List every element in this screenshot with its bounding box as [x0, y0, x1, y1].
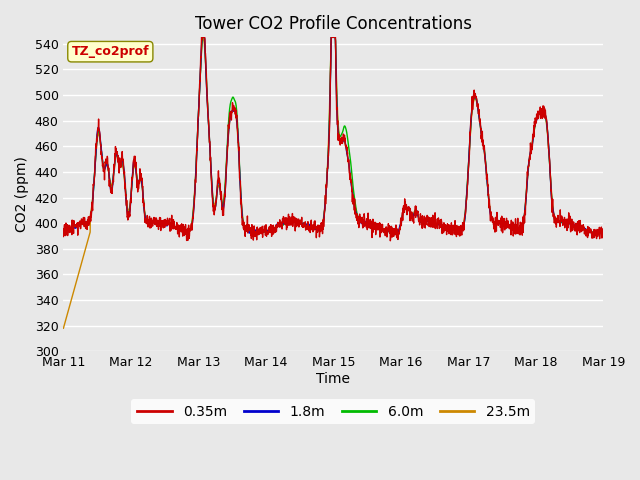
6.0m: [344, 137, 352, 143]
6.0m: [198, 35, 206, 40]
1.8m: [570, 222, 578, 228]
0.35m: [570, 227, 578, 233]
1.8m: [600, 229, 607, 235]
Line: 0.35m: 0.35m: [63, 37, 604, 241]
1.8m: [590, 231, 598, 237]
X-axis label: Time: Time: [316, 372, 350, 386]
0.35m: [568, 222, 575, 228]
6.0m: [196, 74, 204, 80]
Line: 23.5m: 23.5m: [63, 37, 604, 328]
1.8m: [196, 73, 204, 79]
23.5m: [196, 74, 204, 80]
0.35m: [198, 35, 205, 40]
Text: TZ_co2prof: TZ_co2prof: [72, 45, 149, 58]
1.8m: [344, 155, 352, 161]
0.35m: [256, 226, 264, 232]
1.8m: [256, 229, 264, 235]
Y-axis label: CO2 (ppm): CO2 (ppm): [15, 156, 29, 232]
23.5m: [344, 156, 352, 162]
6.0m: [256, 230, 264, 236]
0.35m: [235, 147, 243, 153]
6.0m: [600, 232, 607, 238]
0.35m: [600, 230, 607, 236]
23.5m: [570, 222, 578, 228]
1.8m: [235, 146, 243, 152]
0.35m: [60, 234, 67, 240]
Title: Tower CO2 Profile Concentrations: Tower CO2 Profile Concentrations: [195, 15, 472, 33]
1.8m: [567, 223, 575, 228]
23.5m: [60, 325, 67, 331]
6.0m: [235, 144, 243, 149]
0.35m: [196, 78, 204, 84]
6.0m: [567, 222, 575, 228]
1.8m: [198, 35, 206, 40]
23.5m: [235, 145, 243, 151]
0.35m: [344, 158, 352, 164]
23.5m: [328, 35, 335, 40]
Line: 1.8m: 1.8m: [63, 37, 604, 234]
Legend: 0.35m, 1.8m, 6.0m, 23.5m: 0.35m, 1.8m, 6.0m, 23.5m: [131, 399, 535, 424]
Line: 6.0m: 6.0m: [63, 37, 604, 235]
23.5m: [567, 221, 575, 227]
23.5m: [255, 229, 263, 235]
6.0m: [60, 228, 67, 233]
6.0m: [570, 223, 578, 229]
0.35m: [387, 238, 394, 244]
1.8m: [60, 228, 67, 234]
23.5m: [600, 229, 607, 235]
